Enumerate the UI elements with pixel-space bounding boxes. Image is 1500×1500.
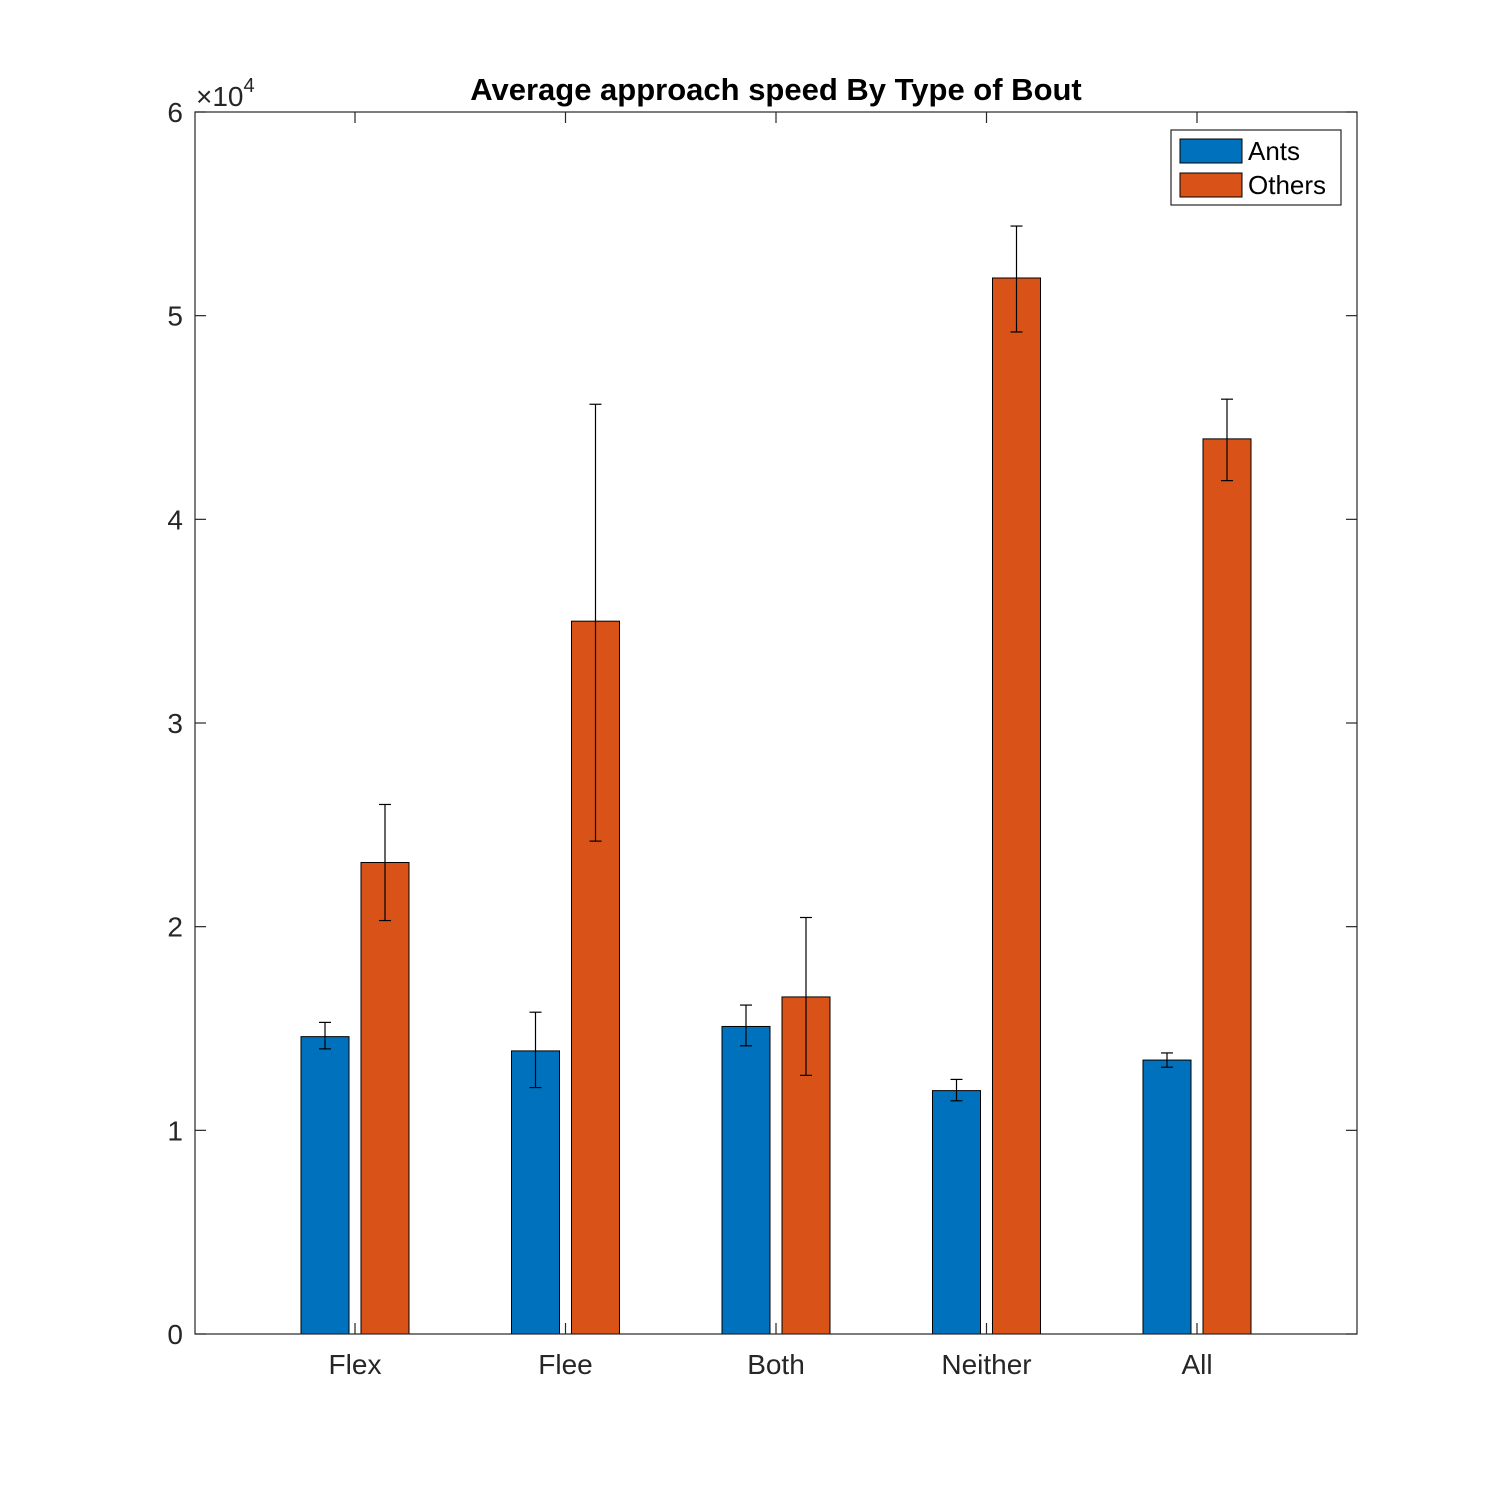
- legend-label-ants: Ants: [1248, 136, 1300, 166]
- y-tick-label: 3: [167, 708, 183, 739]
- x-tick-label: Flex: [329, 1349, 382, 1380]
- bar-others-flex: [360, 862, 410, 1335]
- bar-ants-all: [1142, 1059, 1192, 1335]
- legend-label-others: Others: [1248, 170, 1326, 200]
- legend-swatch-others: [1179, 172, 1243, 198]
- y-tick-label: 1: [167, 1115, 183, 1146]
- bar-ants-neither: [932, 1090, 981, 1335]
- y-tick-label: 5: [167, 301, 183, 332]
- bar-others-all: [1202, 438, 1252, 1335]
- y-axis-exponent-base: ×10: [196, 81, 244, 112]
- y-tick-label: 0: [167, 1319, 183, 1350]
- y-tick-label: 2: [167, 912, 183, 943]
- bar-ants-flex: [300, 1036, 350, 1335]
- legend-swatch-ants: [1179, 138, 1243, 164]
- x-tick-label: Both: [747, 1349, 805, 1380]
- legend: Ants Others: [1170, 129, 1342, 206]
- x-tick-label: Flee: [538, 1349, 592, 1380]
- chart-title: Average approach speed By Type of Bout: [470, 72, 1082, 107]
- y-axis-exponent-power: 4: [244, 75, 255, 97]
- x-tick-label: All: [1181, 1349, 1212, 1380]
- y-axis-exponent: ×104: [196, 75, 255, 112]
- bar-others-neither: [992, 277, 1041, 1335]
- x-tick-label: Neither: [941, 1349, 1031, 1380]
- bar-ants-both: [721, 1025, 771, 1335]
- y-tick-label: 6: [167, 97, 183, 128]
- bar-ants-flee: [511, 1050, 560, 1335]
- y-tick-label: 4: [167, 504, 183, 535]
- plot-area: 0 1 2 3 4 5 6 Flex Flee Both Neither All: [167, 97, 1358, 1380]
